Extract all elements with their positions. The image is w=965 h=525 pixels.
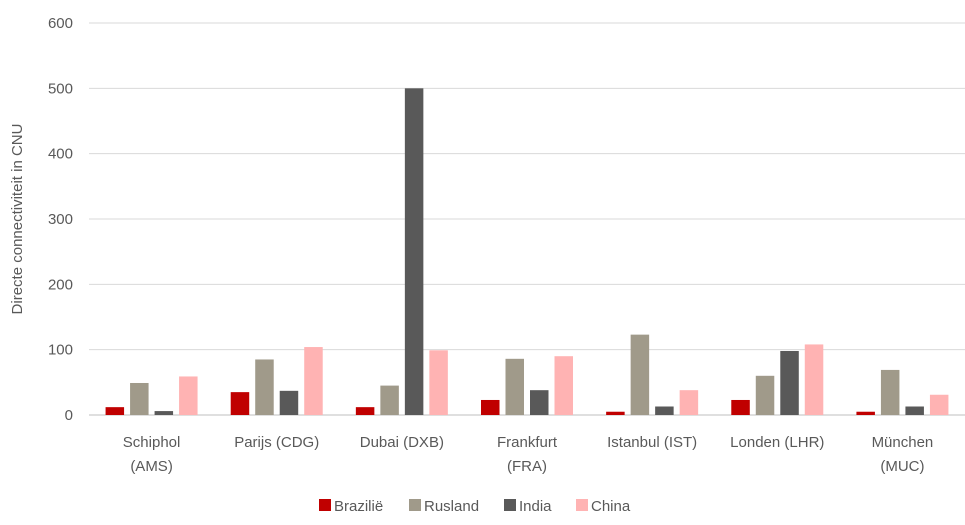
bar-brazili- [731,399,750,415]
bar-china [679,390,699,415]
bar-brazili- [355,407,375,415]
y-tick-label: 300 [48,211,73,228]
y-axis-ticks: 0 100 200 300 400 500 600 [48,15,73,424]
x-category-label: Schiphol [123,434,181,451]
y-tick-label: 0 [65,407,73,424]
bar-india [905,406,924,415]
legend-label: India [519,498,552,515]
bar-brazili- [230,392,250,415]
bar-india [780,350,799,415]
x-category-label: Londen (LHR) [730,434,824,451]
y-tick-label: 500 [48,80,73,97]
x-axis-labels: Schiphol (AMS) Parijs (CDG) Dubai (DXB) Fran… [123,434,933,475]
bar-china [179,376,198,415]
bar-china [929,394,949,415]
bar-china [804,344,824,415]
y-tick-label: 400 [48,146,73,163]
bar-china [429,350,448,415]
bar-india [154,411,174,415]
bar-brazili- [606,411,625,415]
bar-rusland [380,385,399,415]
legend-label: Rusland [424,498,479,515]
gridlines [89,22,965,416]
x-category-label: Istanbul (IST) [607,434,697,451]
bar-rusland [255,359,274,415]
x-category-label: Parijs (CDG) [234,434,319,451]
y-axis-title: Directe connectiviteit in CNU [9,124,26,315]
bar-brazili- [856,411,875,415]
bars [105,88,949,415]
legend-swatch [576,499,588,511]
bar-brazili- [481,399,500,415]
y-tick-label: 100 [48,342,73,359]
bar-india [530,390,549,415]
legend-swatch [319,499,331,511]
bar-rusland [880,369,900,415]
bar-rusland [755,375,775,415]
bar-india [404,88,424,415]
legend-swatch [504,499,516,511]
x-category-label: (FRA) [507,458,547,475]
bar-india [279,390,299,415]
bar-china [304,347,323,415]
bar-brazili- [105,407,125,415]
x-category-label: Frankfurt [497,434,558,451]
bar-rusland [130,382,149,415]
legend-swatch [409,499,421,511]
legend-label: Brazilië [334,498,383,515]
legend: Brazilië Rusland India China [319,498,631,515]
bar-rusland [630,334,650,415]
x-category-label: München [872,434,934,451]
y-tick-label: 600 [48,15,73,32]
bar-china [554,356,573,415]
x-category-label: (MUC) [880,458,924,475]
bar-india [655,406,674,415]
x-category-label: Dubai (DXB) [360,434,444,451]
bar-rusland [505,358,524,415]
legend-label: China [591,498,631,515]
y-tick-label: 200 [48,276,73,293]
x-category-label: (AMS) [130,458,173,475]
